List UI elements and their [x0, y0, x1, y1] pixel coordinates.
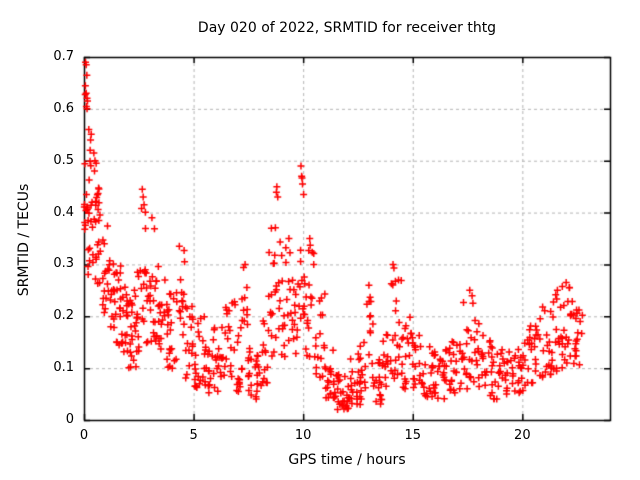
y-tick-label: 0.6 — [53, 100, 74, 116]
x-tick-label: 10 — [294, 428, 312, 443]
y-tick-label: 0.1 — [53, 360, 74, 376]
y-tick-label: 0.4 — [53, 204, 74, 220]
chart-title: Day 020 of 2022, SRMTID for receiver tht… — [197, 20, 497, 36]
y-tick-label: 0.3 — [53, 256, 74, 272]
x-axis-label: GPS time / hours — [288, 452, 406, 468]
x-tick-label: 15 — [404, 428, 422, 443]
y-tick-label: 0.7 — [53, 49, 74, 64]
y-tick-label: 0 — [65, 412, 74, 427]
x-tick-label: 5 — [189, 428, 198, 443]
x-tick-label: 0 — [79, 428, 89, 443]
y-tick-label: 0.2 — [53, 308, 74, 324]
x-tick-label: 20 — [514, 428, 531, 443]
y-tick-label: 0.5 — [53, 152, 74, 168]
y-axis-label: SRMTID / TECUs — [16, 183, 32, 297]
